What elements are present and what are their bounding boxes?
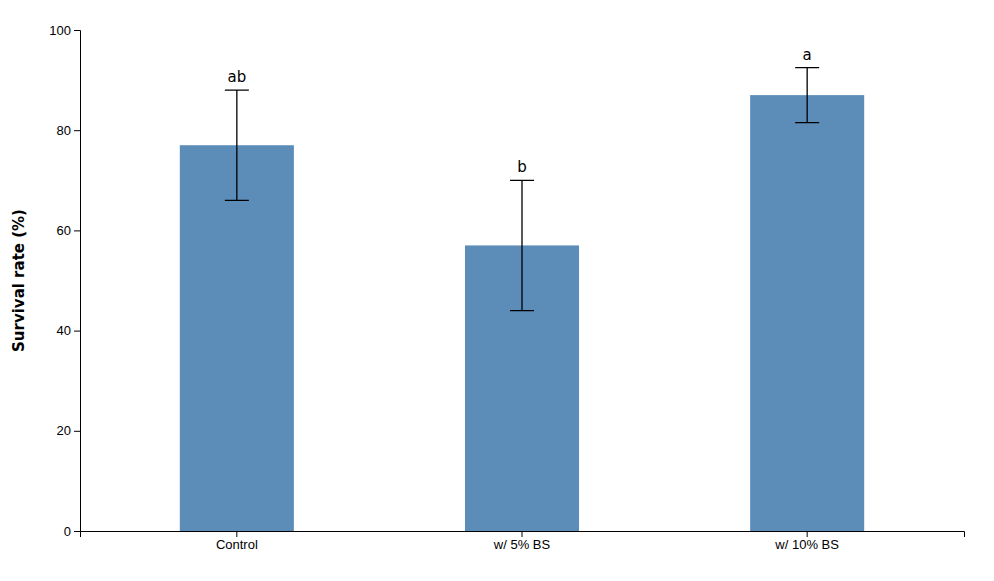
x-axis: Control w/ 5% BS w/ 10% BS: [81, 531, 965, 552]
annotation: b: [517, 158, 527, 176]
chart: ab b a 0 20 40 60 80 100 Control w/ 5% BS w/ 10% BS…: [0, 0, 994, 581]
tick: 0: [64, 524, 80, 539]
bar: [180, 145, 294, 531]
y-axis: 0 20 40 60 80 100: [49, 23, 80, 539]
tick: Control: [216, 531, 258, 552]
tick: 60: [57, 223, 80, 238]
annotation: ab: [227, 68, 246, 86]
error-bar: [795, 68, 819, 123]
tick-mark: [236, 531, 237, 537]
bar: [750, 95, 864, 531]
tick-mark: [74, 130, 80, 131]
tick-label: 60: [57, 223, 71, 238]
annotation: a: [803, 46, 812, 64]
tick-mark: [74, 30, 80, 31]
tick-label: w/ 5% BS: [493, 537, 551, 552]
axis-line: [81, 532, 965, 538]
tick-label: 20: [57, 423, 71, 438]
tick-label: 0: [64, 524, 71, 539]
tick-label: Control: [216, 537, 258, 552]
tick-mark: [522, 531, 523, 537]
error-bar: [225, 90, 249, 200]
error-bar: [510, 180, 534, 310]
plot: ab b a 0 20 40 60 80 100 Control w/ 5% BS w/ 10% BS: [49, 23, 964, 553]
tick-label: 100: [49, 23, 71, 38]
marks: [180, 68, 864, 531]
y-axis-title: Survival rate (%): [10, 209, 28, 352]
annotations: ab b a: [227, 46, 811, 177]
tick-mark: [74, 531, 80, 532]
tick: 100: [49, 23, 80, 38]
tick: w/ 5% BS: [493, 531, 551, 552]
tick: w/ 10% BS: [774, 531, 839, 552]
tick-mark: [74, 431, 80, 432]
tick: 20: [57, 423, 80, 438]
tick-mark: [807, 531, 808, 537]
tick-mark: [74, 230, 80, 231]
tick-mark: [74, 331, 80, 332]
tick-label: 80: [57, 123, 71, 138]
tick: 80: [57, 123, 80, 138]
axis-line: [74, 31, 81, 532]
tick: 40: [57, 323, 80, 338]
tick-label: 40: [57, 323, 71, 338]
tick-label: w/ 10% BS: [774, 537, 839, 552]
